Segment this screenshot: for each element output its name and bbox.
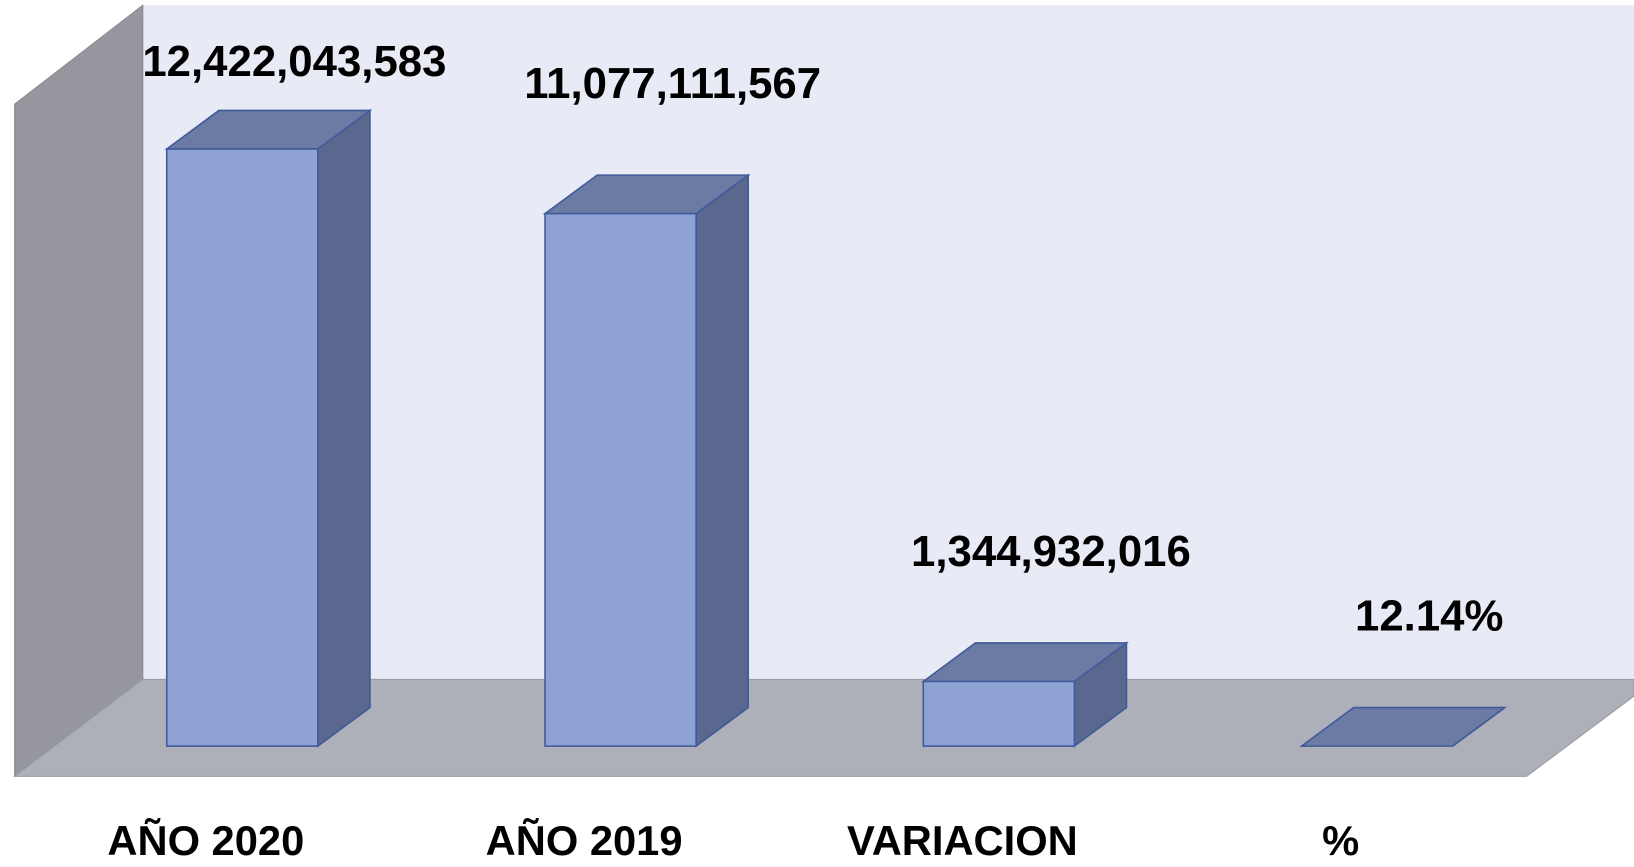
value-label: 12,422,043,583 [142,37,446,86]
bar [544,212,697,747]
bar-side [317,108,371,748]
x-tick-label: AÑO 2019 [486,817,683,864]
value-label: 1,344,932,016 [911,527,1191,576]
x-tick-label: VARIACION [847,817,1078,864]
bar-top [1299,706,1508,747]
bars: 12,422,043,583 AÑO 2020 11,077,111,567 AÑO … [107,37,1508,864]
x-tick-label: AÑO 2020 [107,817,304,864]
bar [165,148,319,747]
side-wall [14,4,144,778]
bar-side [695,173,750,748]
value-label: 11,077,111,567 [524,59,821,108]
value-label: 12.14% [1355,592,1503,641]
bar [922,680,1076,747]
back-wall [142,5,1634,680]
x-tick-label: % [1322,817,1359,864]
